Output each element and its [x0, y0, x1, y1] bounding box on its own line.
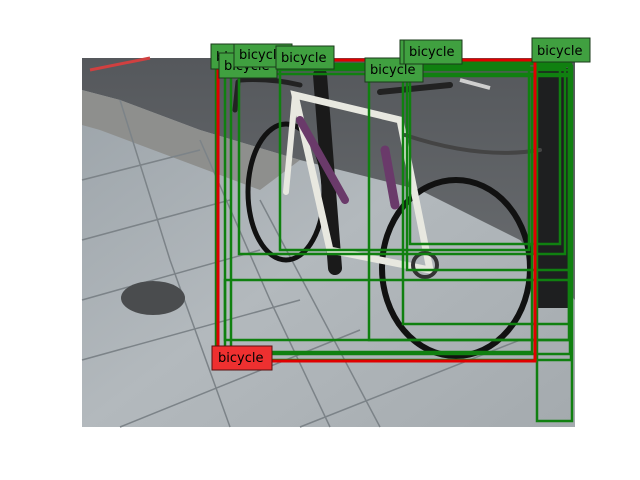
detection-box — [223, 278, 572, 342]
photo — [81, 56, 575, 428]
road-marking — [459, 78, 491, 90]
detection-label: bicycle — [531, 37, 591, 63]
detection-label: bicycle — [275, 45, 335, 70]
bicycle-drawing — [232, 68, 542, 359]
ground-truth-label: bicycle — [211, 345, 273, 371]
detection-label-text: bicycle — [537, 44, 582, 59]
kerb — [82, 90, 300, 190]
road — [82, 58, 575, 300]
ground-truth-label-text: bicycle — [218, 351, 263, 366]
detection-box — [405, 72, 571, 272]
detection-label-text: bicycle — [239, 48, 284, 63]
dark-post — [538, 68, 568, 308]
drain-cover — [121, 281, 185, 315]
detection-label: bicycle — [403, 39, 463, 65]
detection-labels: bicycle bicycle bicycle bicycle bicycle … — [210, 37, 591, 83]
detection-label-text: bicycle — [370, 63, 415, 78]
detection-label-text: bicycle — [281, 51, 326, 66]
detection-label-text: bicycle — [409, 45, 454, 60]
detection-box — [535, 64, 574, 423]
road-marking — [89, 56, 151, 72]
detection-box — [408, 66, 562, 246]
